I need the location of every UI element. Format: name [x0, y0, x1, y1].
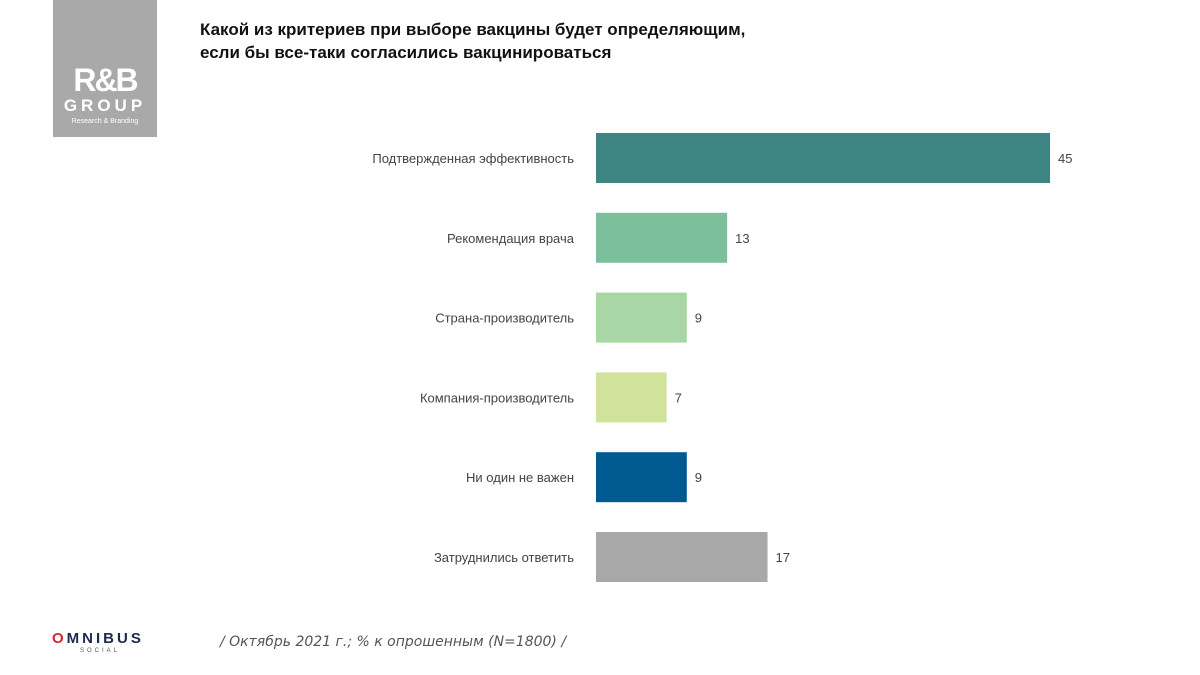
omnibus-logo-o: O [52, 630, 67, 647]
omnibus-logo-text: MNIBUS [66, 630, 144, 647]
category-label: Рекомендация врача [447, 231, 575, 246]
data-label: 17 [776, 550, 790, 565]
title-line-2: если бы все-таки согласились вакцинирова… [200, 43, 612, 62]
omnibus-logo: OMNIBUS [52, 630, 144, 647]
bar [596, 292, 687, 343]
bar [596, 212, 728, 263]
data-label: 9 [695, 470, 702, 485]
bar [596, 372, 667, 423]
category-label: Затруднились ответить [434, 550, 574, 565]
omnibus-logo-sub: SOCIAL [80, 648, 121, 654]
data-label: 13 [735, 231, 749, 246]
data-label: 45 [1058, 151, 1072, 166]
category-label: Подтвержденная эффективность [372, 151, 574, 166]
logo-main: R&B [73, 62, 138, 98]
data-label: 9 [695, 311, 702, 326]
footnote: / Октябрь 2021 г.; % к опрошенным (N=180… [220, 634, 567, 650]
bar [596, 452, 687, 503]
chart-title: Какой из критериев при выборе вакцины бу… [200, 18, 745, 64]
logo-tagline: Research & Branding [71, 118, 139, 125]
bar [596, 532, 768, 582]
logo-group: GROUP [63, 96, 147, 115]
bar [596, 133, 1050, 183]
category-label: Ни один не важен [466, 470, 574, 485]
data-label: 7 [675, 390, 682, 405]
category-label: Страна-производитель [435, 311, 574, 326]
rb-group-logo: R&B GROUP Research & Branding [53, 0, 157, 137]
title-line-1: Какой из критериев при выборе вакцины бу… [200, 20, 746, 39]
category-label: Компания-производитель [420, 390, 574, 405]
